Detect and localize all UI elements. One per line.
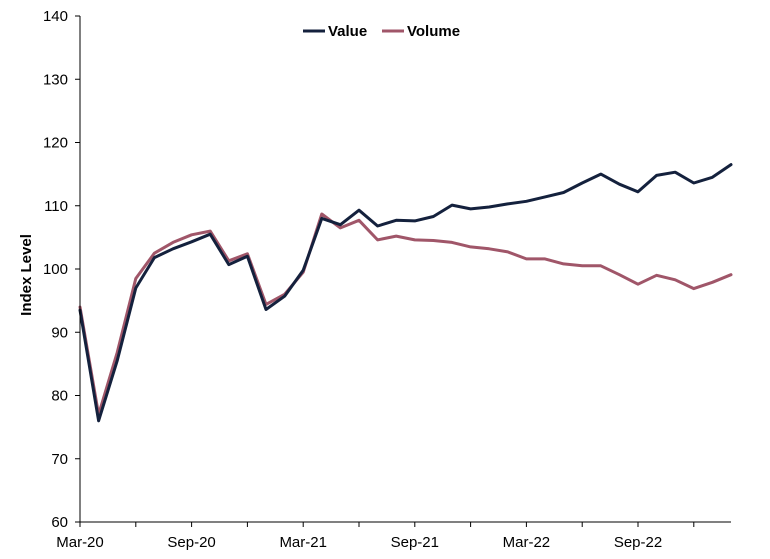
x-tick-label: Mar-20 [56,534,104,551]
series-line-volume [78,212,733,416]
x-tick-label: Mar-22 [503,534,551,551]
axes [79,16,731,523]
y-ticks: 60 70 80 90 100 110 120 130 140 [43,8,80,531]
y-tick-label: 80 [51,388,68,405]
plot-lines [78,163,733,423]
y-axis-title: Index Level [18,234,35,316]
y-tick-label: 70 [51,451,68,468]
series-line-value [78,163,733,423]
legend: Value Volume [303,23,460,40]
y-tick-label: 100 [43,261,68,278]
y-tick-label: 140 [43,8,68,25]
legend-label-value: Value [328,23,367,40]
x-tick-label: Sep-20 [167,534,215,551]
legend-label-volume: Volume [407,23,460,40]
x-ticks: Mar-20 Sep-20 Mar-21 Sep-21 Mar-22 Sep-22 [56,522,695,551]
x-tick-label: Sep-21 [391,534,439,551]
y-tick-label: 120 [43,135,68,152]
y-tick-label: 90 [51,324,68,341]
x-tick-label: Sep-22 [614,534,662,551]
y-tick-label: 60 [51,514,68,531]
y-tick-label: 130 [43,71,68,88]
y-tick-label: 110 [44,198,68,215]
x-tick-label: Mar-21 [279,534,327,551]
